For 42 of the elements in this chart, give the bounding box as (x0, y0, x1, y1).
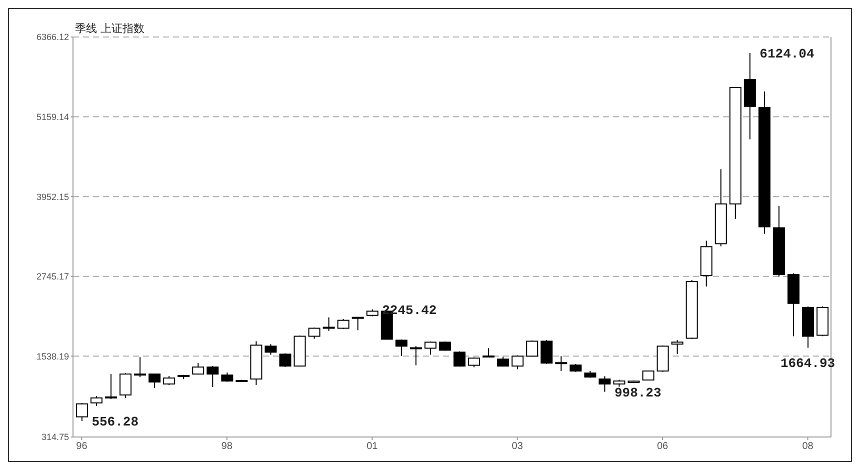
candlestick (642, 370, 654, 381)
x-tick-label: 96 (76, 441, 88, 452)
y-tick-label: 2745.17 (36, 272, 69, 282)
candlestick (134, 356, 146, 378)
candlestick (308, 327, 320, 340)
candlestick (352, 316, 364, 331)
x-tick-label: 06 (656, 441, 669, 452)
candlestick (410, 346, 422, 366)
candlestick (221, 372, 234, 382)
y-tick-label: 3952.15 (36, 192, 69, 202)
candlestick (163, 376, 176, 386)
candlestick (206, 365, 219, 388)
candlestick (671, 340, 684, 355)
x-tick-label: 98 (221, 441, 233, 452)
candlestick (90, 395, 102, 406)
candlestick (148, 374, 161, 388)
candlestick (337, 318, 350, 330)
candlestick (598, 376, 611, 392)
candlestick (120, 372, 132, 398)
x-tick-label: 03 (512, 441, 524, 452)
annotation: 998.23 (614, 385, 662, 400)
annotation: 556.28 (92, 414, 139, 430)
candlestick (555, 356, 568, 372)
annotation: 1664.93 (780, 356, 836, 371)
chart-title: 季线 上证指数 (75, 21, 144, 36)
y-tick-label: 5159.14 (36, 112, 69, 122)
candlestick (482, 348, 495, 358)
candlestick (395, 338, 408, 357)
y-tick-label: 1538.19 (36, 351, 69, 362)
candlestick (322, 316, 335, 332)
annotation: 6124.04 (760, 46, 814, 62)
y-tick-label: 314.75 (41, 432, 69, 442)
candlestick (264, 344, 277, 356)
x-tick-label: 01 (366, 441, 378, 452)
x-tick-label: 08 (802, 441, 814, 452)
candlestick (279, 352, 292, 368)
candlestick (424, 340, 436, 356)
y-tick-label: 6366.12 (36, 32, 69, 42)
candlestick (512, 354, 524, 370)
candlestick (540, 339, 553, 364)
candlestick (104, 374, 117, 400)
candlestick (76, 402, 88, 422)
